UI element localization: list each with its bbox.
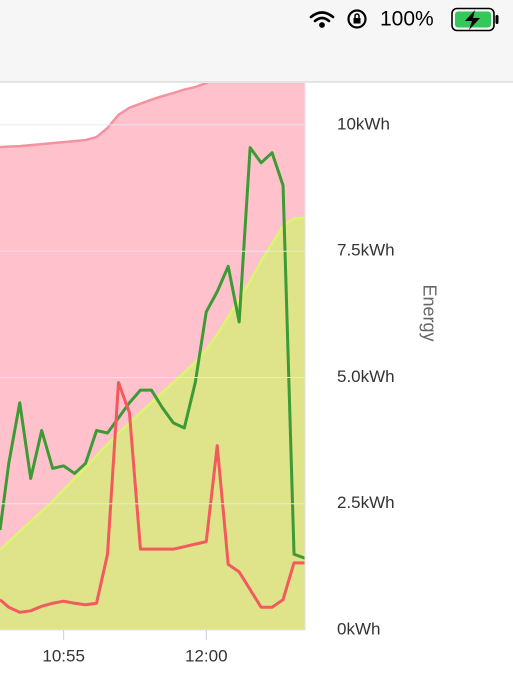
battery-icon bbox=[451, 7, 499, 32]
y-tick-label: 10kWh bbox=[337, 114, 390, 133]
x-tick-label: 12:00 bbox=[185, 646, 228, 665]
area-line bbox=[0, 216, 305, 552]
area-fill bbox=[0, 217, 305, 630]
wifi-icon bbox=[309, 11, 335, 28]
plot-area bbox=[0, 83, 305, 630]
rotation-lock-icon bbox=[347, 9, 367, 29]
x-tick-label: 10:55 bbox=[42, 646, 85, 665]
line bbox=[0, 146, 305, 560]
status-bar bbox=[0, 0, 513, 82]
y-tick-label: 0kWh bbox=[337, 619, 380, 638]
y-tick-label: 2.5kWh bbox=[337, 493, 395, 512]
y-tick-label: 7.5kWh bbox=[337, 241, 395, 260]
y-axis-title: Energy bbox=[419, 284, 439, 341]
y-tick-label: 5.0kWh bbox=[337, 367, 395, 386]
area-line bbox=[0, 83, 209, 149]
battery-percent: 100% bbox=[380, 8, 434, 31]
line bbox=[0, 381, 305, 614]
